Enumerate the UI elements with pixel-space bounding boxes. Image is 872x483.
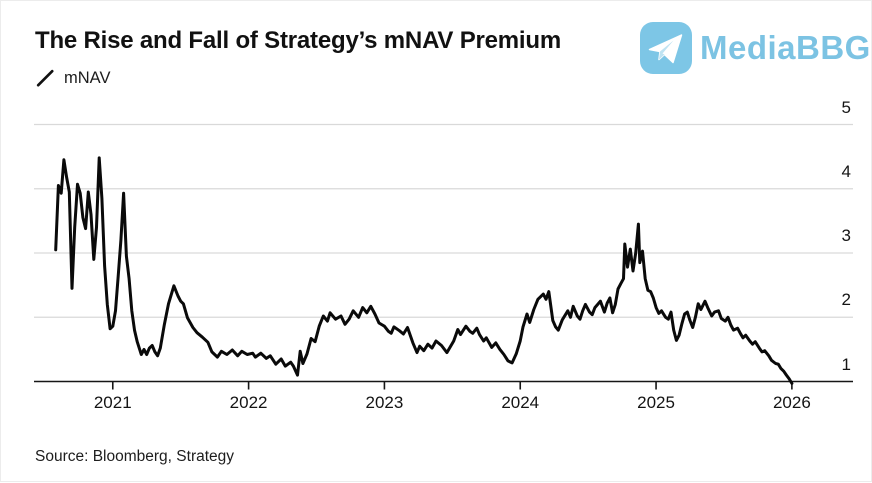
line-series-key-icon bbox=[36, 69, 54, 87]
y-axis-label-3: 3 bbox=[841, 226, 851, 245]
x-axis-label-2026: 2026 bbox=[772, 393, 811, 412]
source-text: Source: Bloomberg, Strategy bbox=[35, 448, 235, 465]
x-axis-label-2024: 2024 bbox=[501, 393, 540, 412]
y-axis-label-5: 5 bbox=[841, 97, 851, 117]
y-axis-label-1: 1 bbox=[841, 354, 851, 374]
mnav-series-line bbox=[54, 156, 794, 385]
brand-logo: MediaBBG bbox=[640, 22, 871, 74]
y-axis-label-4: 4 bbox=[841, 161, 851, 181]
x-axis-label-2022: 2022 bbox=[229, 393, 268, 412]
legend-label: mNAV bbox=[64, 69, 111, 87]
y-axis-label-2: 2 bbox=[841, 290, 851, 310]
x-axis-label-2025: 2025 bbox=[637, 393, 675, 412]
telegram-plane-icon bbox=[640, 22, 692, 74]
legend: mNAV bbox=[36, 69, 110, 88]
x-axis-label-2023: 2023 bbox=[365, 393, 404, 412]
logo-text: MediaBBG bbox=[700, 29, 871, 66]
chart-title: The Rise and Fall of Strategy’s mNAV Pre… bbox=[35, 27, 561, 54]
x-axis-label-2021: 2021 bbox=[93, 393, 132, 412]
